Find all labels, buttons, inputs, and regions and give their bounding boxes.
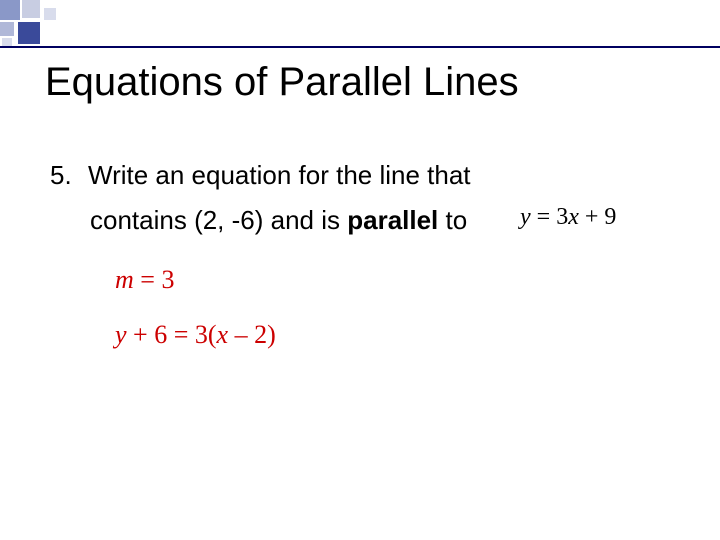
eq-x: x (568, 204, 579, 230)
answer-x: x (217, 320, 229, 349)
corner-decoration (0, 0, 80, 50)
eq-y: y (520, 204, 531, 230)
slide-title: Equations of Parallel Lines (45, 60, 519, 105)
problem-line2a: contains (2, -6) and is (90, 205, 347, 235)
given-equation: y = 3x + 9 (520, 204, 616, 231)
deco-square (18, 22, 40, 44)
problem-number: 5. (50, 160, 88, 191)
deco-square (22, 0, 40, 18)
problem-line1: Write an equation for the line that (88, 160, 648, 191)
eq-mid: = 3 (531, 204, 569, 230)
deco-square (0, 22, 14, 36)
answer-m: m (115, 265, 134, 294)
answer-mid: + 6 = 3( (127, 320, 217, 349)
problem-line2c: to (438, 205, 467, 235)
answer-y: y (115, 320, 127, 349)
deco-square (44, 8, 56, 20)
answer-slope: m = 3 (115, 265, 174, 295)
title-underline (0, 46, 720, 48)
eq-tail: + 9 (579, 204, 617, 230)
answer-equation: y + 6 = 3(x – 2) (115, 320, 276, 350)
deco-square (0, 0, 20, 20)
problem-line2b: parallel (347, 205, 438, 235)
answer-m-rest: = 3 (134, 265, 175, 294)
answer-tail: – 2) (228, 320, 276, 349)
